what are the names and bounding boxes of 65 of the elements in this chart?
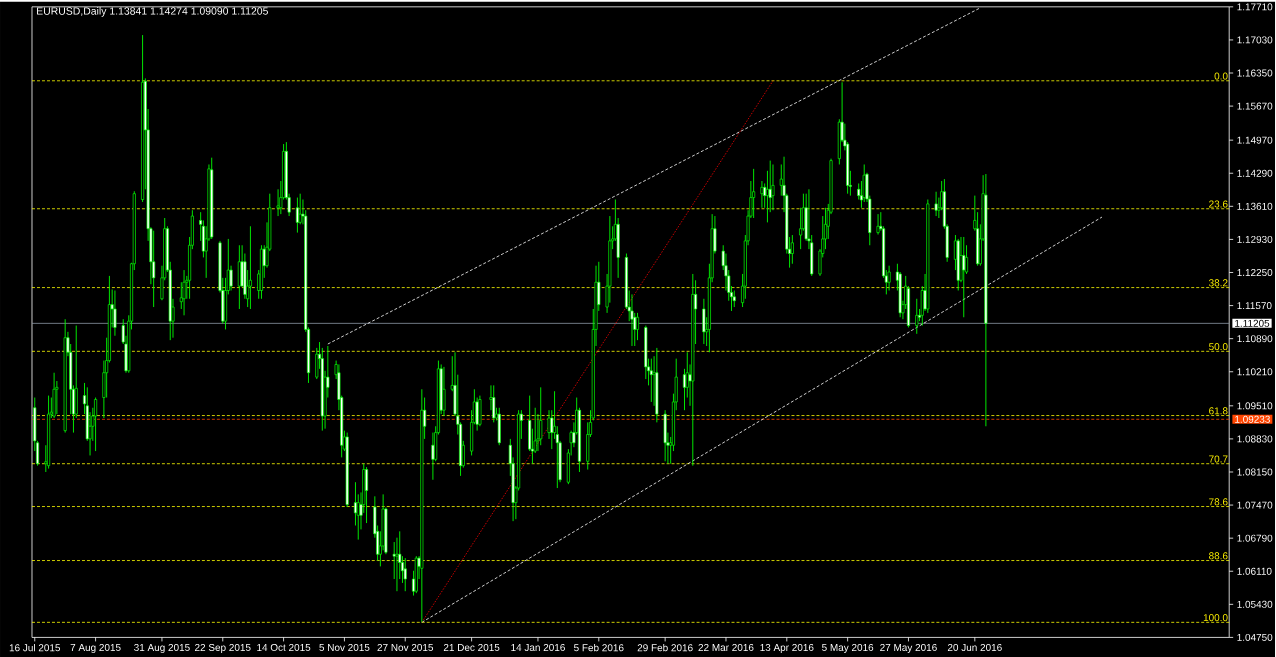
x-tick-label: 20 Jun 2016 (947, 643, 1002, 651)
y-tick-label: 1.06110 (1237, 567, 1272, 575)
candlestick (630, 293, 634, 347)
y-tick-label: 1.15670 (1237, 102, 1273, 110)
candlestick (152, 230, 156, 308)
x-tick-label: 7 Aug 2015 (70, 643, 121, 653)
candlestick (94, 396, 98, 452)
candlestick (113, 289, 117, 336)
annotation: 23.6 (1209, 200, 1228, 208)
annotation: 70.7 (1209, 455, 1228, 463)
y-tick-label: 1.06790 (1237, 534, 1273, 542)
candlestick (752, 168, 756, 219)
candlestick (887, 265, 891, 291)
annotation: 100.0 (1203, 613, 1228, 621)
y-tick-label: 1.13610 (1237, 202, 1273, 210)
y-tick-label: 1.12930 (1237, 235, 1273, 243)
y-tick-label: 1.08830 (1237, 435, 1273, 443)
y-tick-label: 1.17710 (1237, 3, 1273, 11)
candlestick (365, 466, 369, 524)
x-tick-label: 31 Aug 2015 (134, 643, 190, 653)
x-tick-label: 27 Nov 2015 (377, 643, 434, 651)
y-tick-label: 1.14290 (1237, 169, 1273, 177)
x-tick-label: 21 Dec 2015 (443, 643, 500, 651)
x-tick-label: 14 Jan 2016 (511, 643, 565, 651)
y-tick-label: 1.12250 (1237, 268, 1273, 276)
y-tick-label: 1.07470 (1237, 501, 1273, 509)
x-tick-label: 5 Feb 2016 (574, 643, 624, 652)
candlestick (442, 366, 446, 417)
x-tick-label: 5 May 2016 (822, 643, 874, 653)
candlestick (934, 191, 938, 217)
candlestick (52, 372, 56, 419)
ref-line-label: 1.11205 (1235, 319, 1270, 327)
candlestick (876, 213, 880, 235)
y-tick-label: 1.17030 (1237, 36, 1273, 44)
x-tick-label: 29 Feb 2016 (637, 643, 693, 652)
annotation: 38.2 (1208, 279, 1228, 287)
chart-title: EURUSD,Daily 1.13841 1.14274 1.09090 1.11205 (37, 6, 268, 17)
candlestick (702, 298, 706, 345)
y-tick-label: 1.05430 (1237, 600, 1273, 608)
candlestick (771, 163, 775, 211)
y-tick-label: 1.09510 (1237, 402, 1273, 410)
x-tick-label: 14 Oct 2015 (257, 643, 311, 651)
annotation: 88.6 (1209, 552, 1228, 560)
annotation: 61.8 (1209, 407, 1228, 415)
x-tick-label: 16 Jul 2015 (9, 643, 61, 652)
annotation: 78.6 (1209, 498, 1228, 506)
y-tick-label: 1.04750 (1237, 633, 1273, 641)
x-tick-label: 13 Apr 2016 (760, 643, 814, 653)
y-tick-label: 1.11570 (1237, 301, 1272, 309)
candlestick (760, 180, 764, 209)
y-tick-label: 1.16350 (1237, 69, 1273, 77)
candlestick (655, 347, 659, 423)
annotation: 0.0 (1214, 72, 1228, 80)
x-tick-label: 22 Mar 2016 (698, 643, 754, 651)
annotation: 50.0 (1209, 342, 1228, 350)
x-tick-label: 22 Sep 2015 (195, 643, 251, 653)
x-tick-label: 27 May 2016 (880, 643, 937, 653)
y-tick-label: 1.14970 (1237, 136, 1273, 144)
candlestick (182, 269, 186, 316)
y-tick-label: 1.10210 (1237, 368, 1273, 376)
x-tick-label: 5 Nov 2015 (319, 643, 370, 651)
candlestick (298, 193, 302, 225)
ref-line-label: 1.09233 (1235, 415, 1270, 423)
y-tick-label: 1.10890 (1237, 334, 1273, 342)
y-tick-label: 1.08150 (1237, 468, 1273, 476)
